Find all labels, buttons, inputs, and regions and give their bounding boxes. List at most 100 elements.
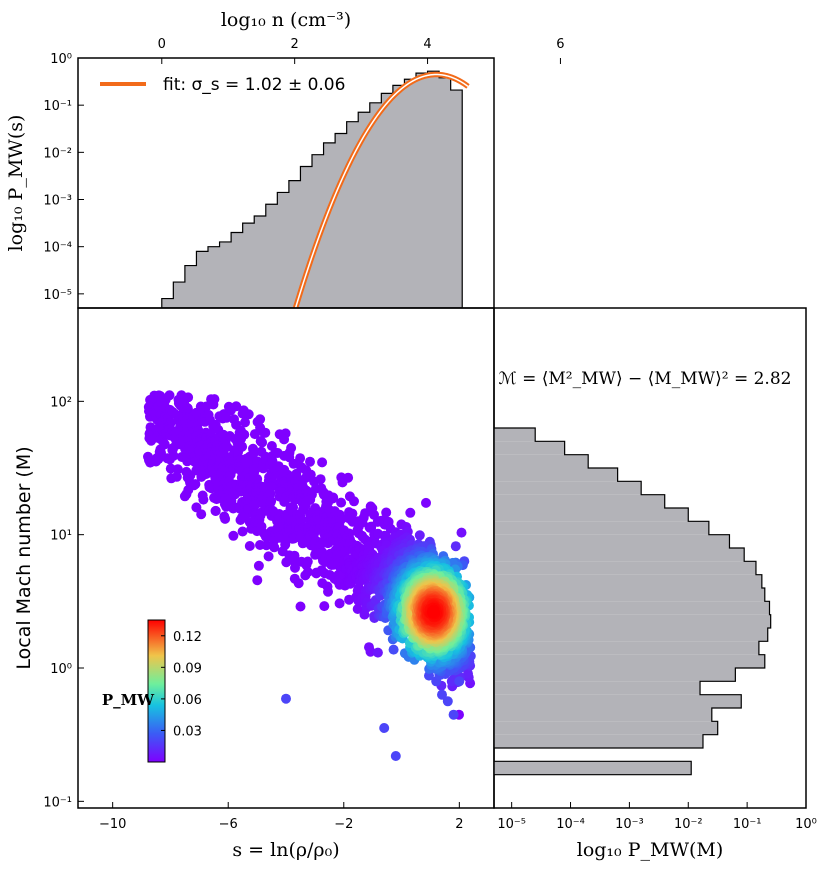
- scatter-point: [237, 526, 248, 537]
- scatter-point: [252, 575, 263, 586]
- scatter-point: [388, 644, 399, 655]
- scatter-point: [448, 709, 459, 720]
- scatter-point: [390, 751, 401, 761]
- right-x-tick-label: 10⁻¹: [733, 817, 762, 832]
- main-y-ticks: 10⁻¹ 10⁰ 10¹ 10²: [43, 395, 84, 810]
- scatter-point: [210, 505, 221, 516]
- right-hist-outline: [494, 760, 692, 776]
- top-x-tick-label: 2: [291, 37, 299, 52]
- scatter-point: [450, 541, 461, 552]
- scatter-point: [261, 540, 272, 551]
- right-hist-bar: [494, 521, 709, 535]
- top-y-tick-label: 10⁰: [50, 52, 72, 67]
- top-y-tick-label: 10⁻⁴: [43, 241, 72, 256]
- main-x-ticks: −10 −6 −2 2: [99, 802, 463, 832]
- right-hist-bar: [494, 574, 762, 588]
- colorbar-tick-label: 0.03: [173, 724, 202, 739]
- scatter-point: [237, 441, 248, 452]
- scatter-point: [463, 668, 473, 679]
- scatter-point: [437, 689, 447, 700]
- scatter-point: [357, 517, 368, 528]
- right-x-tick-label: 10⁻²: [674, 817, 703, 832]
- right-x-tick-label: 10⁰: [795, 817, 817, 832]
- scatter-point: [315, 474, 326, 485]
- scatter-point: [372, 647, 383, 658]
- scatter-point: [244, 541, 255, 551]
- right-hist-bar: [494, 468, 618, 482]
- scatter-point: [253, 560, 264, 571]
- main-y-tick-label: 10⁻¹: [43, 795, 72, 810]
- right-frame: [493, 307, 807, 809]
- scatter-point: [260, 427, 271, 438]
- right-x-axis-label: log₁₀ P_MW(M): [577, 839, 724, 861]
- right-hist-bar: [494, 548, 745, 562]
- main-x-tick-label: 2: [455, 817, 463, 832]
- scatter-point: [164, 390, 175, 401]
- scatter-point: [305, 494, 316, 505]
- colorbar-ticks: 0.03 0.06 0.09 0.12: [161, 630, 202, 739]
- fit-curve-core: [294, 73, 469, 308]
- scatter-point: [183, 392, 194, 403]
- right-hist-bar: [494, 614, 771, 628]
- top-x-ticks: 0 2 4 6: [158, 37, 565, 64]
- scatter-point: [269, 542, 280, 553]
- right-hist-bar: [494, 561, 756, 575]
- right-hist-bar: [494, 668, 736, 682]
- top-y-ticks: 10⁰ 10⁻¹ 10⁻² 10⁻³ 10⁻⁴ 10⁻⁵: [43, 52, 84, 303]
- colorbar-tick-label: 0.06: [173, 693, 202, 708]
- right-hist-bar: [494, 454, 589, 468]
- right-x-tick-label: 10⁻³: [615, 817, 644, 832]
- scatter-point: [220, 513, 231, 524]
- colorbar-tick-label: 0.12: [173, 630, 202, 645]
- scatter-point: [349, 496, 359, 507]
- scatter-point: [293, 578, 304, 589]
- scatter-point: [305, 456, 315, 467]
- scatter-point: [228, 530, 239, 541]
- scatter-point: [323, 586, 333, 597]
- scatter-point: [221, 412, 232, 423]
- colorbar-tick-label: 0.09: [173, 661, 202, 676]
- main-y-tick-label: 10¹: [50, 529, 72, 544]
- scatter-point: [405, 507, 416, 518]
- scatter-point: [168, 450, 179, 461]
- scatter-point: [208, 399, 219, 410]
- top-y-tick-label: 10⁻³: [43, 194, 72, 209]
- main-x-tick-label: −10: [99, 817, 126, 832]
- right-hist-bar: [494, 654, 765, 668]
- right-hist-bar: [494, 694, 742, 708]
- right-hist-bar: [494, 481, 642, 495]
- top-histogram-outline: [161, 70, 463, 308]
- right-hist-bar: [494, 761, 692, 775]
- right-histogram: [494, 427, 772, 776]
- scatter-point: [255, 414, 266, 425]
- right-hist-bar: [494, 641, 759, 655]
- scatter-point: [290, 562, 300, 573]
- top-x-tick-label: 6: [556, 37, 564, 52]
- scatter-point: [279, 434, 290, 445]
- right-hist-bar: [494, 601, 770, 615]
- right-panel: 10⁻⁵ 10⁻⁴ 10⁻³ 10⁻² 10⁻¹ 10⁰ ℳ = ⟨M²_MW⟩ − ⟨M…: [493, 307, 817, 861]
- scatter-point: [281, 693, 291, 704]
- scatter-point: [421, 497, 431, 508]
- scatter-point: [343, 472, 354, 483]
- scatter-point: [336, 497, 347, 508]
- right-x-tick-label: 10⁻⁴: [556, 817, 585, 832]
- right-hist-bar: [494, 534, 730, 548]
- right-hist-bar: [494, 588, 765, 602]
- right-hist-bar: [494, 628, 768, 642]
- scatter-point: [302, 556, 313, 567]
- scatter-point: [172, 464, 183, 475]
- top-y-axis-label: log₁₀ P_MW(s): [5, 115, 27, 252]
- right-hist-bar: [494, 721, 718, 735]
- scatter-point: [231, 401, 242, 412]
- top-panel: 10⁰ 10⁻¹ 10⁻² 10⁻³ 10⁻⁴ 10⁻⁵ 0 2 4 6 fit: σ_s = …: [5, 9, 565, 309]
- right-x-tick-label: 10⁻⁵: [497, 817, 526, 832]
- fit-curve-group: [292, 71, 470, 308]
- scatter-point: [454, 676, 465, 687]
- scatter-point: [414, 530, 425, 541]
- colorbar-label: P_MW: [102, 691, 155, 709]
- scatter-point: [352, 604, 363, 614]
- scatter-point: [327, 493, 338, 504]
- top-x-tick-label: 0: [158, 37, 166, 52]
